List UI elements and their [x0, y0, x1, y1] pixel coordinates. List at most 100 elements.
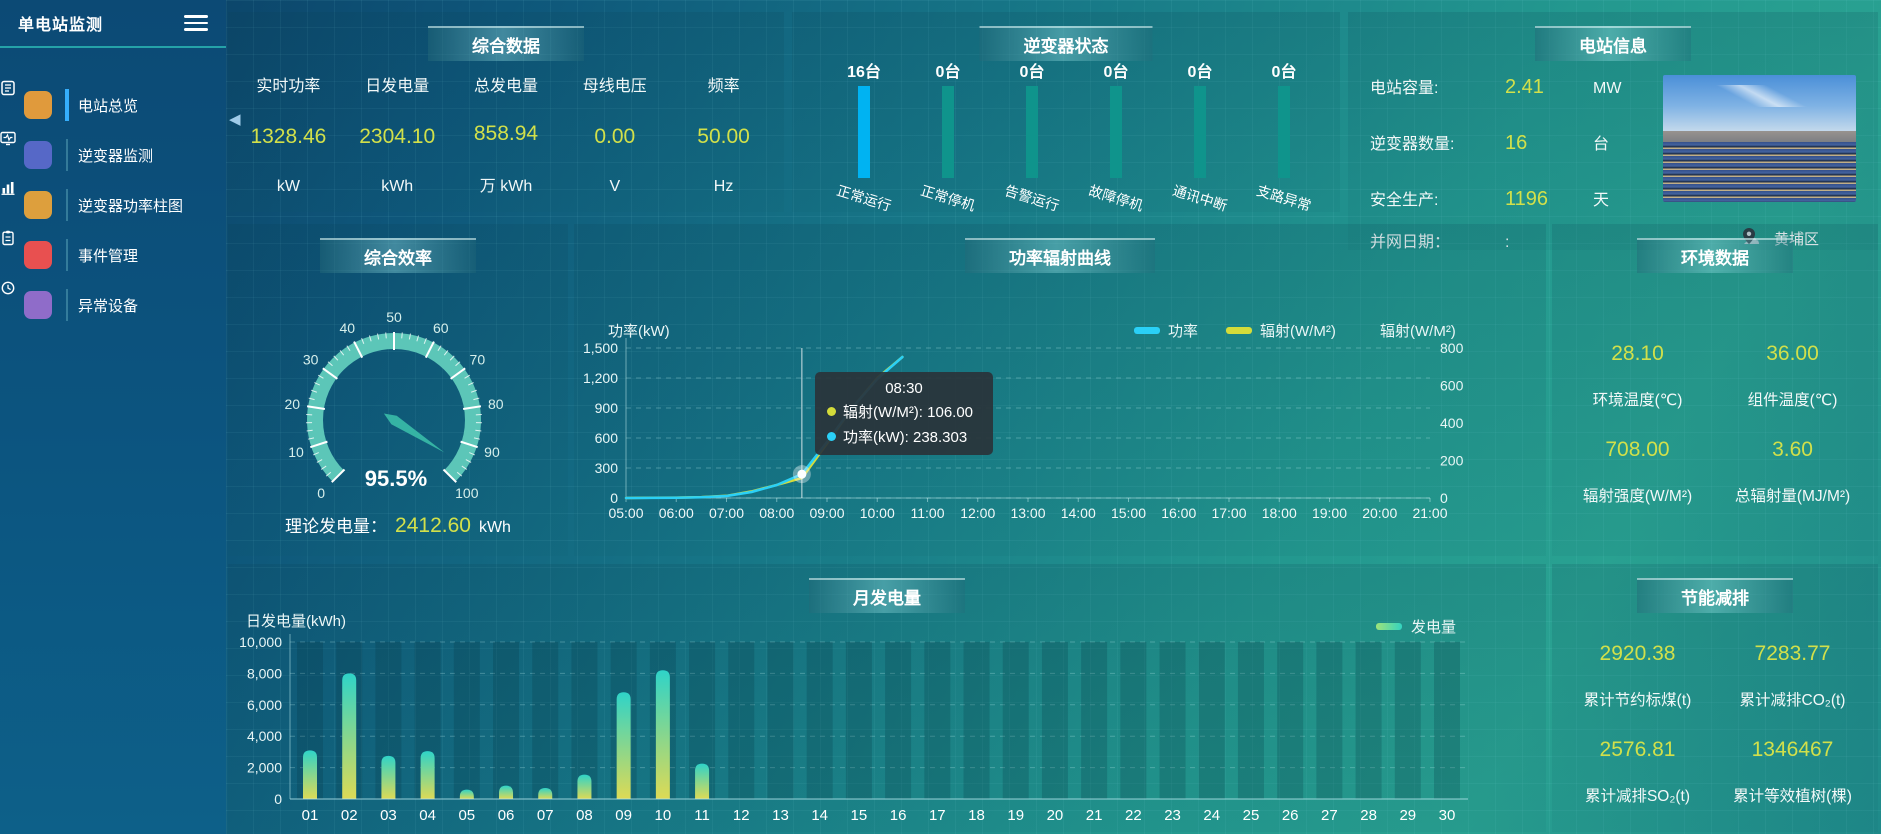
status-bar — [1110, 86, 1122, 178]
svg-text:30: 30 — [303, 351, 319, 367]
svg-text:15:00: 15:00 — [1111, 505, 1146, 521]
svg-text:06:00: 06:00 — [659, 505, 694, 521]
metric-bus-voltage: 母线电压 0.00 V — [582, 78, 647, 195]
svg-text:0: 0 — [274, 791, 282, 807]
inverter-monitor-icon — [0, 131, 52, 169]
svg-text:10: 10 — [288, 444, 304, 460]
status-alarm-running: 0台 告警运行 — [1002, 64, 1062, 214]
location-control[interactable]: 黄埔区 — [1743, 228, 1819, 249]
status-bar — [1278, 86, 1290, 178]
svg-text:13:00: 13:00 — [1010, 505, 1045, 521]
status-bar — [1026, 86, 1038, 178]
sidebar: 单电站监测 电站总览 逆变器监测 逆变器功率柱图 — [0, 0, 226, 834]
sidebar-item-abnormal-devices[interactable]: 异常设备 — [0, 280, 226, 330]
sidebar-item-label: 逆变器功率柱图 — [78, 197, 184, 215]
legend-power[interactable]: 功率 — [1134, 320, 1198, 341]
metric-value: 50.00 — [697, 125, 750, 148]
status-bar — [1194, 86, 1206, 178]
svg-text:08:00: 08:00 — [759, 505, 794, 521]
svg-text:25: 25 — [1243, 807, 1260, 824]
svg-text:01: 01 — [302, 807, 319, 824]
event-management-icon — [2, 230, 52, 269]
svg-text:200: 200 — [1440, 453, 1464, 469]
summary-metrics: 实时功率 1328.46 kW 日发电量 2304.10 kWh 总发电量 85… — [234, 68, 778, 200]
svg-text:16: 16 — [890, 807, 907, 824]
menu-toggle-icon[interactable] — [184, 11, 208, 35]
env-total-radiation: 3.60 总辐射量(MJ/M²) — [1734, 438, 1851, 505]
metric-value: 0.00 — [594, 125, 636, 148]
power-radiation-chart[interactable]: 0 300 600 900 1,200 1,500 0 200 400 600 800 05:00 06… — [574, 224, 1546, 556]
efficiency-gauge[interactable]: 0 10 20 30 40 50 60 70 80 90 100 95.5% — [228, 280, 568, 532]
svg-text:28: 28 — [1360, 807, 1377, 824]
svg-text:21: 21 — [1086, 807, 1103, 824]
svg-text:400: 400 — [1440, 415, 1464, 431]
svg-text:800: 800 — [1440, 340, 1464, 356]
svg-text:6,000: 6,000 — [247, 697, 282, 713]
svg-text:23: 23 — [1164, 807, 1181, 824]
svg-text:1,200: 1,200 — [583, 370, 618, 386]
sidebar-collapse-icon[interactable]: ◀ — [229, 111, 241, 128]
chart-tooltip: 08:30 辐射(W/M²): 106.00 功率(kW): 238.303 — [815, 372, 993, 455]
metric-total-energy: 总发电量 858.94 万 kWh — [473, 78, 539, 195]
status-comm-lost: 0台 通讯中断 — [1170, 64, 1230, 214]
sidebar-item-event-management[interactable]: 事件管理 — [0, 230, 226, 280]
sidebar-item-station-overview[interactable]: 电站总览 — [0, 80, 226, 130]
svg-text:15: 15 — [851, 807, 868, 824]
status-branch-abnormal: 0台 支路异常 — [1254, 64, 1314, 214]
sidebar-item-inverter-monitor[interactable]: 逆变器监测 — [0, 130, 226, 180]
panel-title: 逆变器状态 — [979, 26, 1153, 61]
status-normal-stop: 0台 正常停机 — [918, 64, 978, 214]
panel-title: 功率辐射曲线 — [965, 238, 1155, 273]
svg-text:14:00: 14:00 — [1061, 505, 1096, 521]
panel-title: 月发电量 — [809, 578, 965, 613]
location-pin-icon — [1743, 228, 1755, 244]
panel-station-info: 电站信息 电站容量: 2.41 MW 逆变器数量: 16 台 安全生产: 119… — [1348, 12, 1878, 251]
svg-text:60: 60 — [433, 320, 449, 336]
station-photo — [1663, 75, 1856, 202]
sidebar-header: 单电站监测 — [0, 0, 226, 48]
svg-text:100: 100 — [455, 485, 479, 501]
svg-text:90: 90 — [484, 444, 500, 460]
svg-text:30: 30 — [1439, 807, 1456, 824]
app-title: 单电站监测 — [18, 17, 104, 34]
overview-icon — [1, 80, 52, 119]
svg-text:18:00: 18:00 — [1262, 505, 1297, 521]
left-axis-name: 功率(kW) — [608, 323, 670, 340]
svg-text:12: 12 — [733, 807, 750, 824]
panel-monthly-energy: 月发电量 0 2,000 4,000 6,000 8,000 10,000 01 02 03 04… — [228, 564, 1546, 832]
curve-legend: 功率 辐射(W/M²) — [1134, 320, 1336, 341]
tooltip-power: 功率(kW): 238.303 — [827, 426, 981, 447]
svg-text:04: 04 — [419, 807, 436, 824]
metric-value: 2304.10 — [359, 125, 436, 148]
svg-text:17: 17 — [929, 807, 946, 824]
metric-frequency: 频率 50.00 Hz — [697, 78, 750, 195]
legend-power-marker — [1134, 327, 1160, 334]
svg-text:600: 600 — [1440, 378, 1464, 394]
svg-text:19:00: 19:00 — [1312, 505, 1347, 521]
monthly-legend[interactable]: 发电量 — [1376, 616, 1456, 637]
tooltip-radiation: 辐射(W/M²): 106.00 — [827, 401, 981, 422]
svg-text:19: 19 — [1007, 807, 1024, 824]
safe-production-row: 安全生产: 1196 天 — [1370, 188, 1610, 210]
svg-text:20:00: 20:00 — [1362, 505, 1397, 521]
panel-title: 综合效率 — [320, 238, 476, 273]
svg-text:8,000: 8,000 — [247, 665, 282, 681]
panel-inverter-status: 逆变器状态 16台 正常运行 0台 正常停机 0台 告警运行 0台 故障停机 0… — [792, 12, 1340, 214]
svg-text:70: 70 — [470, 351, 486, 367]
legend-radiation[interactable]: 辐射(W/M²) — [1226, 320, 1336, 341]
panel-title: 电站信息 — [1535, 26, 1691, 61]
legend-radiation-marker — [1226, 327, 1253, 334]
inverter-status-bars[interactable]: 16台 正常运行 0台 正常停机 0台 告警运行 0台 故障停机 0台 通讯中断… — [822, 58, 1326, 214]
metric-realtime-power: 实时功率 1328.46 kW — [250, 78, 327, 195]
metric-value: 858.94 — [473, 122, 539, 145]
environment-grid: 28.10 环境温度(℃) 36.00 组件温度(℃) 708.00 辐射强度(… — [1560, 342, 1870, 506]
sidebar-item-inverter-power-bars[interactable]: 逆变器功率柱图 — [0, 180, 226, 230]
abnormal-device-icon — [1, 281, 52, 319]
monthly-energy-chart[interactable]: 0 2,000 4,000 6,000 8,000 10,000 01 02 03 04 05 06 0… — [228, 564, 1546, 832]
sidebar-item-label: 异常设备 — [78, 297, 139, 315]
svg-text:05:00: 05:00 — [608, 505, 643, 521]
svg-text:10,000: 10,000 — [239, 634, 282, 650]
svg-text:16:00: 16:00 — [1161, 505, 1196, 521]
saving-trees: 1346467 累计等效植树(棵) — [1733, 738, 1852, 805]
panel-title: 综合数据 — [428, 26, 584, 61]
